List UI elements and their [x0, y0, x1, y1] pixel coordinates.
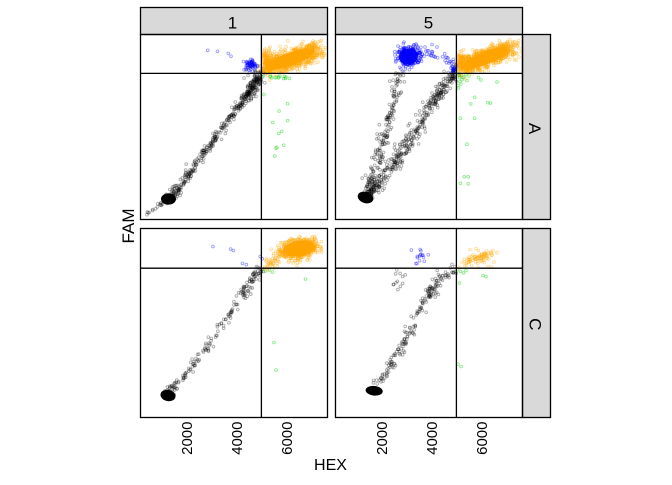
svg-text:2000: 2000 — [179, 422, 196, 455]
svg-text:4000: 4000 — [424, 422, 441, 455]
svg-text:1: 1 — [228, 14, 237, 33]
svg-text:5: 5 — [424, 14, 433, 33]
svg-text:A: A — [525, 123, 544, 135]
svg-text:4000: 4000 — [229, 422, 246, 455]
svg-text:2000: 2000 — [374, 422, 391, 455]
svg-text:HEX: HEX — [314, 457, 347, 474]
svg-text:FAM: FAM — [119, 209, 138, 244]
svg-text:C: C — [525, 318, 544, 330]
svg-text:6000: 6000 — [474, 422, 491, 455]
svg-text:6000: 6000 — [279, 422, 296, 455]
